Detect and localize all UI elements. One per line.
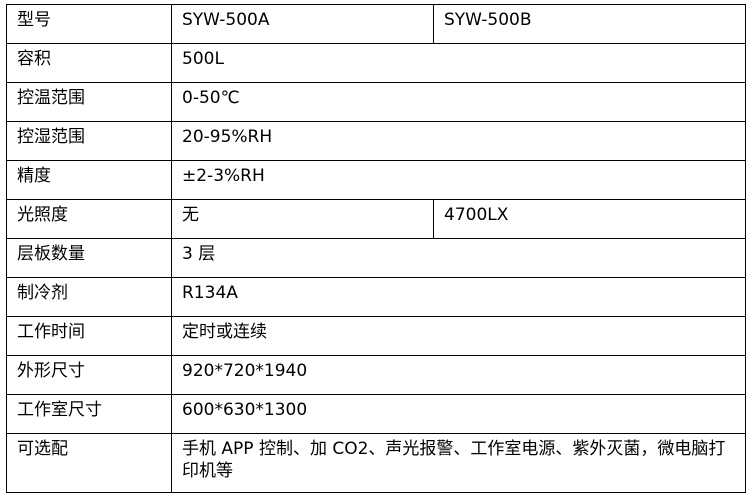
row-value: 4700LX [433,199,746,239]
row-value: 20-95%RH [171,121,746,161]
table-row: 精度 ±2-3%RH [6,160,746,200]
table-row: 光照度无 4700LX [6,199,746,239]
row-value: ±2-3%RH [171,160,746,200]
row-label: 层板数量 [6,238,172,278]
table-row: 控湿范围 20-95%RH [6,121,746,161]
row-value: 500L [171,43,746,83]
row-value: 3 层 [171,238,746,278]
table-row: 可选配 手机 APP 控制、加 CO2、声光报警、工作室电源、紫外灭菌，微电脑打印… [6,433,746,493]
spec-table: 型号 SYW-500A SYW-500B 容积 500L 控温范围 0-50℃ 控湿范围 20-… [6,4,746,493]
row-value: 920*720*1940 [171,355,746,395]
row-label: 外形尺寸 [6,355,172,395]
row-label: 型号 [6,4,172,44]
row-label: 容积 [6,43,172,83]
row-label: 控温范围 [6,82,172,122]
row-label: 工作时间 [6,316,172,356]
row-label: 光照度 [6,199,172,239]
row-label: 控湿范围 [6,121,172,161]
row-value: R134A [171,277,746,317]
row-label: 精度 [6,160,172,200]
table-row: 外形尺寸 920*720*1940 [6,355,746,395]
row-value: SYW-500B [433,4,746,44]
row-value: 0-50℃ [171,82,746,122]
table-row: 工作室尺寸 600*630*1300 [6,394,746,434]
table-row: 容积 500L [6,43,746,83]
row-label: 工作室尺寸 [6,394,172,434]
row-value: 600*630*1300 [171,394,746,434]
table-row: 层板数量 3 层 [6,238,746,278]
row-value: 手机 APP 控制、加 CO2、声光报警、工作室电源、紫外灭菌，微电脑打印机等 [171,433,746,493]
row-value: 无 [171,199,434,239]
row-value: 定时或连续 [171,316,746,356]
table-row: 工作时间 定时或连续 [6,316,746,356]
row-label: 可选配 [6,433,172,493]
table-row: 制冷剂 R134A [6,277,746,317]
row-value: SYW-500A [171,4,434,44]
row-label: 制冷剂 [6,277,172,317]
table-row: 控温范围 0-50℃ [6,82,746,122]
table-row: 型号 SYW-500A SYW-500B [6,4,746,44]
